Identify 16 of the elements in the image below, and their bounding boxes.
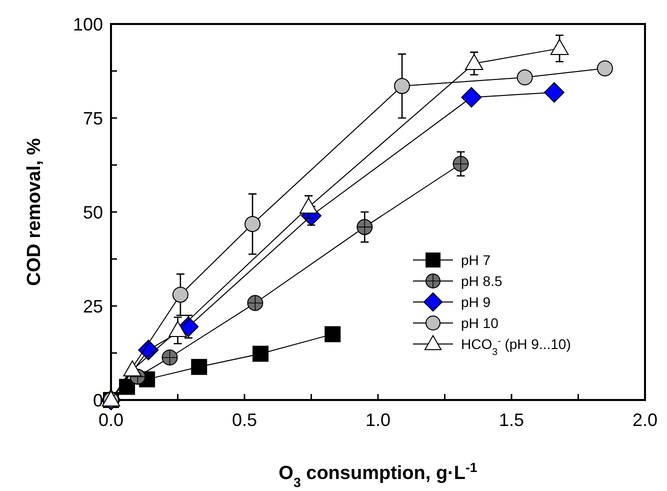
x-axis-title: O$_{3}$ consumption, g·L$^{-1}$ bbox=[278, 460, 478, 490]
y-tick-label: 75 bbox=[82, 108, 103, 128]
x-tick-label: 2.0 bbox=[632, 410, 658, 430]
legend-label: HCO$_{3}$$^{-}$ (pH 9...10) bbox=[461, 335, 571, 358]
x-tick-label: 0.0 bbox=[98, 410, 124, 430]
y-tick-label: 100 bbox=[72, 14, 103, 34]
legend-label: pH 8.5 bbox=[461, 272, 502, 289]
x-tick-label: 0.5 bbox=[232, 410, 258, 430]
x-tick-label: 1.0 bbox=[365, 410, 391, 430]
x-tick-label: 1.5 bbox=[498, 410, 524, 430]
legend-label: pH 9 bbox=[461, 294, 491, 310]
y-tick-label: 25 bbox=[82, 296, 103, 316]
y-axis-title: COD removal, % bbox=[24, 138, 45, 286]
legend-label: pH 7 bbox=[461, 252, 491, 268]
legend-label: pH 10 bbox=[461, 314, 499, 331]
y-tick-label: 50 bbox=[82, 202, 103, 222]
